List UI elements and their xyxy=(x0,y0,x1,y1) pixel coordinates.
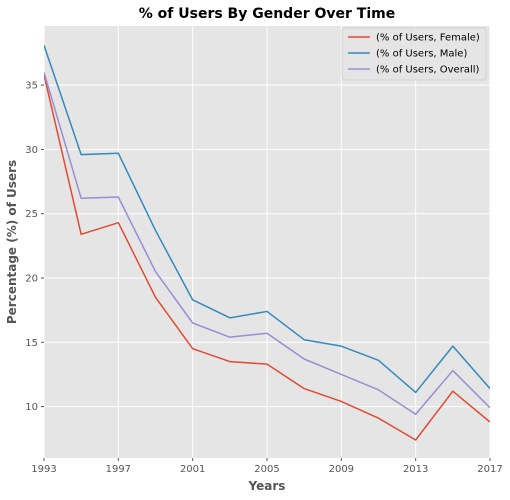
x-tick-label: 2017 xyxy=(477,464,502,475)
series-line-2 xyxy=(44,72,490,416)
chart-title: % of Users By Gender Over Time xyxy=(139,6,395,22)
series-line-1 xyxy=(44,45,490,394)
series-lines xyxy=(44,45,490,441)
x-tick-label: 2005 xyxy=(254,464,279,475)
x-tick-label: 1993 xyxy=(31,464,56,475)
legend-label-2: (% of Users, Overall) xyxy=(376,65,479,76)
y-tick-label: 35 xyxy=(25,81,38,92)
legend-box xyxy=(341,27,487,81)
y-tick-label: 20 xyxy=(25,274,38,285)
y-tick-label: 10 xyxy=(25,402,38,413)
x-axis-label: Years xyxy=(248,479,286,493)
y-tick-label: 25 xyxy=(25,209,38,220)
x-tick-label: 2001 xyxy=(180,464,205,475)
x-tick-label: 1997 xyxy=(106,464,131,475)
x-gridlines xyxy=(43,26,491,458)
legend-label-0: (% of Users, Female) xyxy=(376,33,480,44)
y-tick-labels: 10 15 20 25 30 35 xyxy=(25,81,44,413)
y-gridlines xyxy=(44,84,490,408)
legend: (% of Users, Female) (% of Users, Male) (%… xyxy=(341,27,487,81)
legend-label-1: (% of Users, Male) xyxy=(376,49,467,60)
y-tick-label: 30 xyxy=(25,145,38,156)
x-tick-label: 2013 xyxy=(403,464,428,475)
y-axis-label: Percentage (%) of Users xyxy=(5,160,19,324)
y-tick-label: 15 xyxy=(25,338,38,349)
x-tick-label: 2009 xyxy=(329,464,354,475)
series-line-0 xyxy=(44,74,490,441)
x-tick-labels: 1993 1997 2001 2005 2009 2013 2017 xyxy=(31,458,503,475)
